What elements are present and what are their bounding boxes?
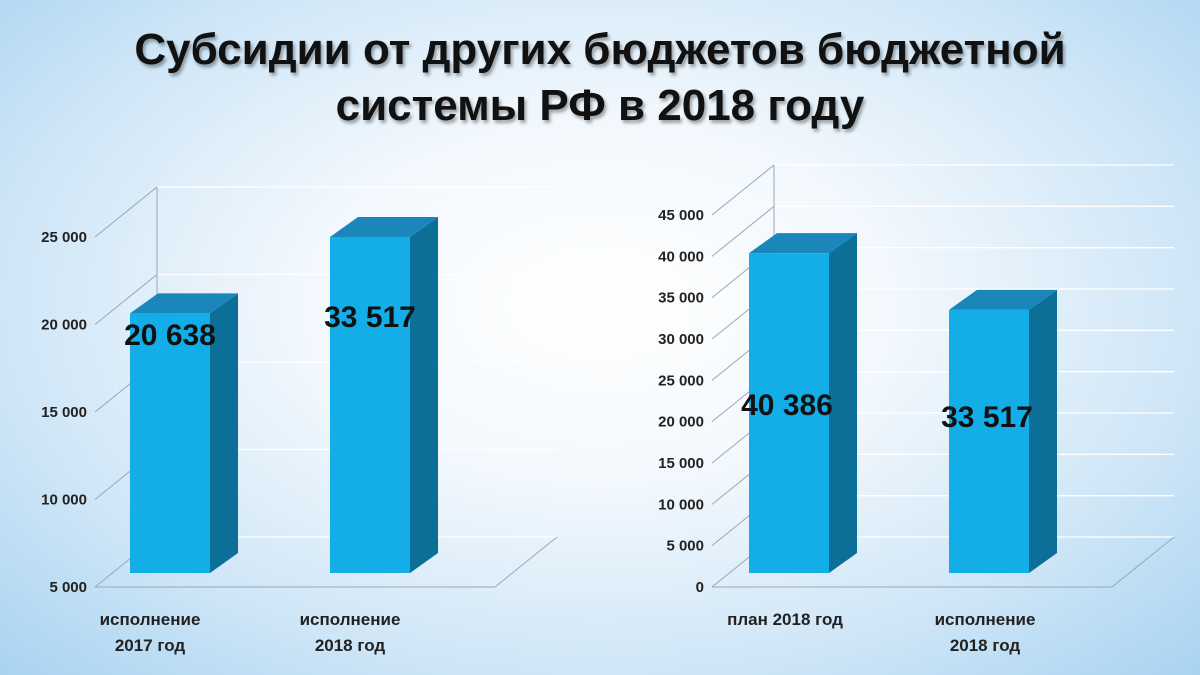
chart-1-data-label-0: 40 386 bbox=[741, 389, 833, 422]
chart-1-bar-0-top bbox=[749, 233, 857, 254]
chart-0-ytick-2: 15 000 bbox=[41, 404, 87, 421]
chart-1-ytick-5: 25 000 bbox=[658, 372, 704, 389]
chart-0-ytick-4: 25 000 bbox=[41, 229, 87, 246]
chart-0-bar-1-side bbox=[410, 217, 438, 573]
title-line-1: Субсидии от других бюджетов бюджетной bbox=[134, 25, 1066, 74]
chart-1-ytick-2: 10 000 bbox=[658, 496, 704, 513]
chart-1-bar-1-top bbox=[949, 289, 1057, 310]
chart-0-category-label-0-0: исполнение bbox=[100, 610, 201, 629]
chart-1-data-label-1: 33 517 bbox=[941, 401, 1033, 434]
chart-0-ytick-3: 20 000 bbox=[41, 317, 87, 334]
chart-0-bar-1 bbox=[330, 237, 410, 573]
chart-1-grid-diagonal-8 bbox=[711, 205, 775, 257]
chart-0-grid-diagonal-3 bbox=[94, 274, 158, 325]
chart-0-bar-0-side bbox=[210, 293, 238, 573]
chart-1-ytick-3: 15 000 bbox=[658, 455, 704, 472]
chart-0-bar-1-top bbox=[330, 217, 438, 237]
left-bar-chart: 5 000 10 000 15 000 20 000 25 000 20 638 испол… bbox=[41, 186, 558, 655]
chart-1-category-label-1-0: исполнение bbox=[935, 610, 1036, 629]
chart-1-category-label-0-0: план 2018 год bbox=[727, 610, 843, 629]
chart-0-category-label-0-1: 2017 год bbox=[115, 636, 186, 655]
chart-0-data-label-0: 20 638 bbox=[124, 319, 216, 352]
chart-1-bar-0-side bbox=[829, 233, 857, 573]
right-bar-chart: 0 5 000 10 000 15 000 20 000 25 000 30 000 35 0… bbox=[658, 164, 1175, 655]
chart-0-ytick-0: 5 000 bbox=[49, 579, 87, 596]
chart-1-grid-diagonal-9 bbox=[711, 164, 775, 216]
chart-0-bar-0 bbox=[130, 313, 210, 573]
chart-0-ytick-1: 10 000 bbox=[41, 492, 87, 509]
chart-1-floor-right bbox=[1111, 536, 1175, 588]
chart-0-data-label-1: 33 517 bbox=[324, 301, 416, 334]
chart-0-grid-diagonal-4 bbox=[94, 186, 158, 238]
chart-1-ytick-9: 45 000 bbox=[658, 207, 704, 224]
chart-1-category-label-1-1: 2018 год bbox=[950, 636, 1021, 655]
chart-1-ytick-7: 35 000 bbox=[658, 290, 704, 307]
chart-1-ytick-8: 40 000 bbox=[658, 248, 704, 265]
chart-1-bar-1 bbox=[949, 309, 1029, 573]
chart-0-bar-0-top bbox=[130, 293, 238, 314]
chart-1-ytick-0: 0 bbox=[696, 579, 704, 596]
chart-0-category-label-1-0: исполнение bbox=[300, 610, 401, 629]
slide-title: Субсидии от других бюджетов бюджетной си… bbox=[0, 22, 1200, 134]
chart-1-bar-0 bbox=[749, 253, 829, 573]
chart-1-ytick-1: 5 000 bbox=[666, 538, 704, 555]
chart-0-category-label-1-1: 2018 год bbox=[315, 636, 386, 655]
chart-0-floor-right bbox=[494, 536, 558, 588]
title-line-2: системы РФ в 2018 году bbox=[335, 81, 865, 130]
chart-1-bar-1-side bbox=[1029, 289, 1057, 573]
chart-1-ytick-4: 20 000 bbox=[658, 414, 704, 431]
chart-1-ytick-6: 30 000 bbox=[658, 331, 704, 348]
